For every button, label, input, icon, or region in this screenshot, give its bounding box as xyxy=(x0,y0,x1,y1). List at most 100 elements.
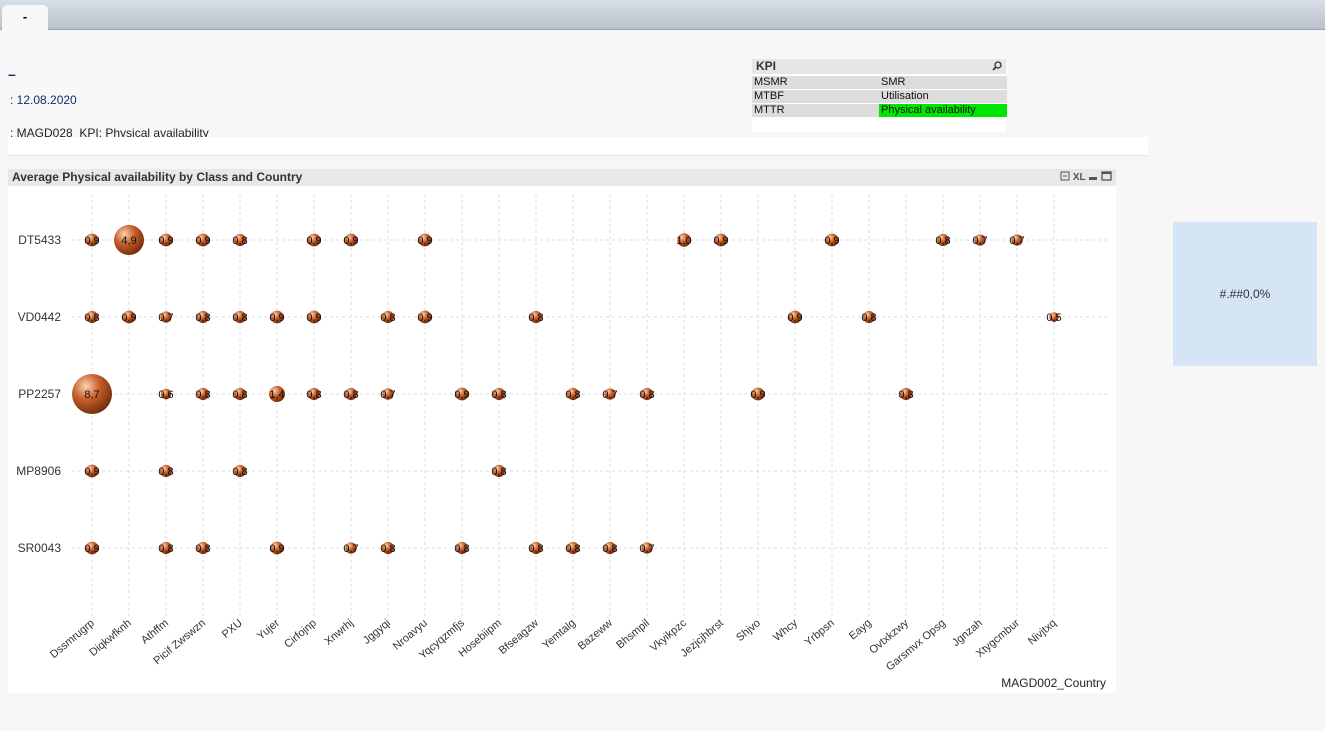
kpi-item[interactable]: MTBF xyxy=(752,90,880,103)
bubble xyxy=(566,387,580,401)
minimize-icon[interactable] xyxy=(1088,171,1098,181)
x-tick-label: PXU xyxy=(220,617,245,641)
chart-title: Average Physical availability by Class a… xyxy=(12,170,303,184)
x-tick-label: Jggyqi xyxy=(361,617,393,647)
x-tick-label: Bfseagzw xyxy=(497,617,541,657)
maximize-icon[interactable] xyxy=(1101,171,1112,181)
bubble xyxy=(529,541,543,555)
bubble xyxy=(85,541,99,555)
bubble xyxy=(85,233,99,247)
data-label: 0,8 xyxy=(454,543,469,555)
bubble xyxy=(566,541,580,555)
xl-button[interactable]: XL xyxy=(1072,172,1086,183)
x-tick-label: Cirfojnp xyxy=(282,617,319,651)
kpi-item[interactable]: Physical availability xyxy=(879,104,1007,117)
data-label: 0,8 xyxy=(935,235,950,247)
bubble xyxy=(160,388,172,400)
data-label: 0,8 xyxy=(195,312,210,324)
bubble xyxy=(418,233,432,247)
bubble xyxy=(196,233,210,247)
data-label: 0,8 xyxy=(158,543,173,555)
data-label: 0,6 xyxy=(158,389,173,401)
header-date: : 12.08.2020 xyxy=(10,93,77,107)
data-label: 0,7 xyxy=(602,389,617,401)
chart-toolbar: XL xyxy=(1060,169,1112,186)
x-tick-label: Bazeww xyxy=(576,617,615,653)
x-tick-label: Nivjtxq xyxy=(1026,617,1059,647)
data-label: 1,4 xyxy=(269,389,284,401)
data-label: 0,8 xyxy=(565,389,580,401)
bubble xyxy=(345,542,357,554)
kpi-item[interactable]: MSMR xyxy=(752,76,880,89)
kpi-item[interactable]: SMR xyxy=(879,76,1007,89)
data-label: 0,8 xyxy=(639,389,654,401)
data-label: 0,8 xyxy=(528,312,543,324)
bubble xyxy=(788,310,802,324)
data-label: 0,8 xyxy=(232,312,247,324)
print-icon[interactable] xyxy=(1060,171,1070,181)
data-label: 0,8 xyxy=(232,466,247,478)
data-label: 0,7 xyxy=(972,235,987,247)
bubble xyxy=(270,310,284,324)
x-axis-label: MAGD002_Country xyxy=(1001,676,1106,690)
bubble xyxy=(455,387,469,401)
data-label: 0,9 xyxy=(84,466,99,478)
bubble xyxy=(382,388,394,400)
data-label: 0,7 xyxy=(343,543,358,555)
data-label: 0,8 xyxy=(84,312,99,324)
data-label: 0,8 xyxy=(380,312,395,324)
data-label: 0,7 xyxy=(1009,235,1024,247)
data-label: 0,8 xyxy=(232,235,247,247)
kpi-item[interactable]: MTTR xyxy=(752,104,880,117)
x-tick-label: Athffm xyxy=(139,617,171,647)
x-tick-label: Eayg xyxy=(847,617,874,642)
bubble xyxy=(159,541,173,555)
y-tick-label: PP2257 xyxy=(18,387,61,401)
x-tick-label: Xnwrhj xyxy=(322,617,355,648)
x-tick-label: Bhsmpil xyxy=(614,617,652,651)
data-label: 0,8 xyxy=(565,543,580,555)
data-label: 0,8 xyxy=(195,389,210,401)
data-label: 0,9 xyxy=(84,235,99,247)
data-label: 0,8 xyxy=(491,389,506,401)
data-label: 0,9 xyxy=(306,312,321,324)
kpi-item[interactable]: Utilisation xyxy=(879,90,1007,103)
bubble xyxy=(455,541,469,555)
bubble xyxy=(72,374,112,414)
data-label: 0,8 xyxy=(528,543,543,555)
x-tick-label: Shjvo xyxy=(734,617,763,644)
data-label: 8,7 xyxy=(84,389,99,401)
kpi-title-text: KPI xyxy=(756,59,777,73)
bubble xyxy=(1049,312,1059,322)
separator xyxy=(8,137,1148,156)
bubble xyxy=(641,542,653,554)
bubble xyxy=(974,234,986,246)
data-label: 0,9 xyxy=(824,235,839,247)
data-label: 0,9 xyxy=(306,235,321,247)
bubble xyxy=(825,233,839,247)
bubble xyxy=(85,310,99,324)
bubble xyxy=(160,311,172,323)
data-label: 0,8 xyxy=(306,389,321,401)
data-label: 0,9 xyxy=(787,312,802,324)
data-label: 0,8 xyxy=(602,543,617,555)
bubble xyxy=(381,310,395,324)
data-label: 0,9 xyxy=(158,235,173,247)
y-tick-label: SR0043 xyxy=(18,541,62,555)
bubble xyxy=(418,310,432,324)
bubble xyxy=(233,310,247,324)
bubble xyxy=(85,464,99,478)
side-box-text: #.##0,0% xyxy=(1219,287,1271,301)
search-icon[interactable] xyxy=(992,61,1002,71)
data-label: 0,8 xyxy=(343,389,358,401)
bubble xyxy=(492,387,506,401)
data-label: 0,9 xyxy=(269,312,284,324)
bubble xyxy=(307,387,321,401)
kpi-title: KPI xyxy=(752,59,1006,74)
sheet-tab[interactable]: - xyxy=(2,5,48,30)
chart-title-bar: Average Physical availability by Class a… xyxy=(8,169,1116,186)
data-label: 4,9 xyxy=(121,235,136,247)
data-label: 0,7 xyxy=(639,543,654,555)
data-label: 0,8 xyxy=(232,389,247,401)
bubble xyxy=(529,310,543,324)
